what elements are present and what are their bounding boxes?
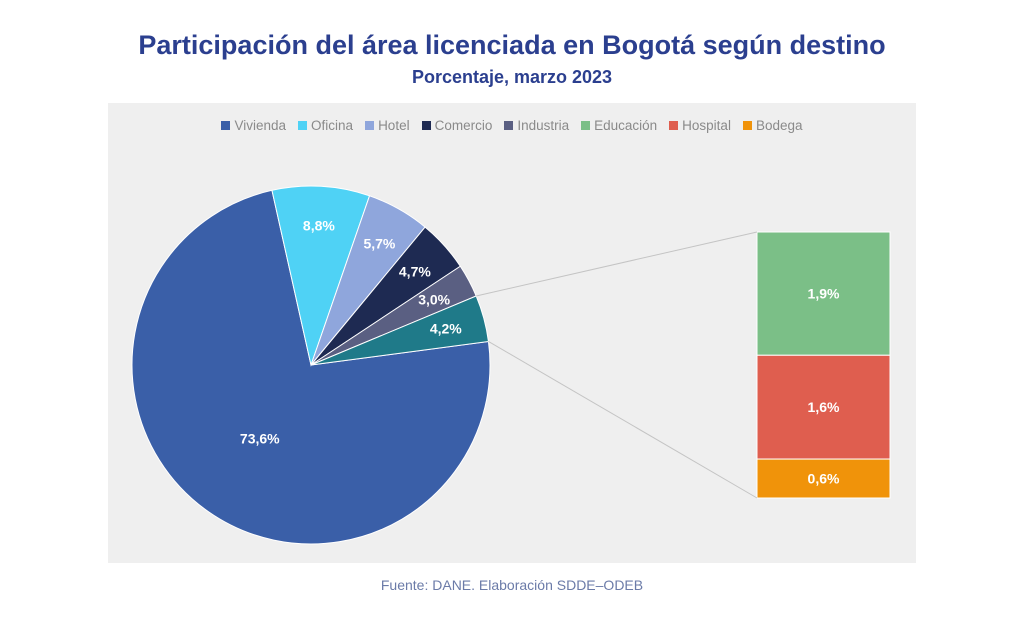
pie-slice-oficina	[271, 185, 371, 367]
legend-swatch	[504, 121, 514, 130]
legend-swatch	[421, 121, 431, 130]
legend-label: Industria	[517, 118, 570, 133]
legend-label: Bodega	[755, 118, 803, 133]
legend-item-comercio: Comercio	[421, 118, 493, 133]
legend-item-bodega: Bodega	[742, 118, 803, 133]
legend-label: Oficina	[311, 118, 354, 133]
legend-swatch	[365, 121, 375, 130]
legend-label: Hotel	[378, 118, 410, 133]
pie-data-label: 73,6%	[240, 430, 280, 446]
legend-label: Vivienda	[234, 118, 287, 133]
bar-data-label: 0,6%	[808, 471, 840, 487]
chart-subtitle: Porcentaje, marzo 2023	[411, 67, 613, 87]
bar-segment-hospital	[756, 354, 891, 460]
legend-item-oficina: Oficina	[298, 118, 353, 133]
bar-data-label: 1,9%	[808, 286, 840, 302]
legend-swatch	[298, 121, 308, 130]
connector-line-top	[476, 231, 758, 297]
legend-swatch	[581, 121, 591, 130]
legend-item-hospital: Hospital	[669, 118, 731, 133]
legend-swatch	[669, 121, 679, 130]
legend-item-educacion: Educación	[581, 118, 657, 133]
legend-swatch	[221, 121, 231, 130]
connector-line-bottom	[488, 341, 758, 499]
source-note: Fuente: DANE. Elaboración SDDE–ODEB	[380, 577, 644, 593]
pie-slice-vivienda	[131, 189, 491, 545]
legend-label: Hospital	[682, 118, 731, 133]
pie-data-label: 4,7%	[399, 264, 431, 280]
legend-label: Educación	[594, 118, 658, 133]
chart-legend: Vivienda Oficina Hotel Comercio Industria Edu…	[108, 118, 916, 133]
legend-swatch	[742, 121, 752, 130]
legend-item-hotel: Hotel	[365, 118, 410, 133]
chart-title: Participación del área licenciada en Bog…	[138, 30, 886, 60]
legend-item-vivienda: Vivienda	[221, 118, 286, 133]
legend-label: Comercio	[434, 118, 493, 133]
legend-item-industria: Industria	[504, 118, 569, 133]
pie-data-label: 3,0%	[418, 291, 450, 307]
pie-data-label: 4,2%	[430, 321, 462, 337]
bar-data-label: 1,6%	[808, 399, 840, 415]
pie-data-label: 8,8%	[303, 218, 335, 234]
bar-segment-bodega	[756, 458, 891, 499]
pie-data-label: 5,7%	[363, 235, 395, 251]
bar-segment-educacion	[756, 231, 891, 356]
